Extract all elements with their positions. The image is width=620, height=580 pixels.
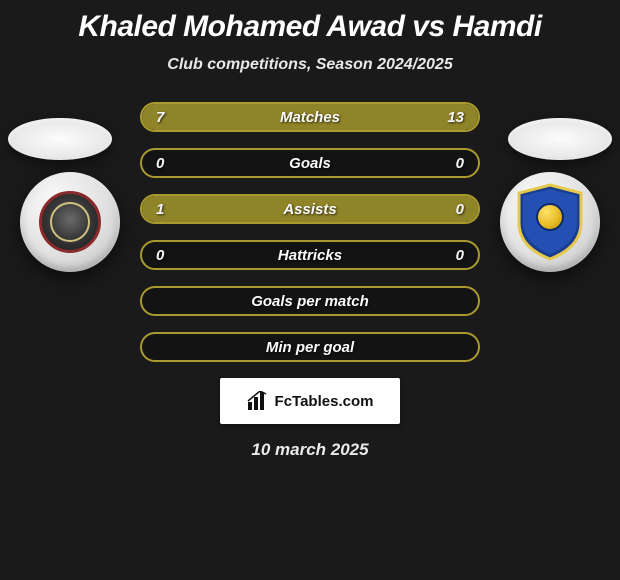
stat-value-right: 0	[456, 242, 464, 268]
brand-text: FcTables.com	[275, 393, 374, 410]
stat-bar-label: Goals per match	[142, 288, 478, 314]
bar-chart-icon	[247, 391, 269, 411]
stat-bar-label: Assists	[142, 196, 478, 222]
stat-bar-label: Min per goal	[142, 334, 478, 360]
stat-bar-row: Goals per match	[140, 286, 480, 316]
stat-value-right: 13	[447, 104, 464, 130]
stat-bar-row: Assists1 0	[140, 194, 480, 224]
stat-value-right: 0	[456, 196, 464, 222]
brand-watermark: FcTables.com	[220, 378, 400, 424]
stat-value-left: 1	[156, 196, 164, 222]
stat-bar-row: Goals0 0	[140, 148, 480, 178]
stat-bar-label: Matches	[142, 104, 478, 130]
stat-value-left: 0	[156, 150, 164, 176]
stat-bar-label: Goals	[142, 150, 478, 176]
stat-bar-row: Min per goal	[140, 332, 480, 362]
snapshot-date: 10 march 2025	[0, 440, 620, 460]
comparison-title: Khaled Mohamed Awad vs Hamdi	[0, 0, 620, 44]
stat-value-left: 7	[156, 104, 164, 130]
stat-bar-label: Hattricks	[142, 242, 478, 268]
stats-bar-group: Matches713Goals00Assists10Hattricks00Goa…	[140, 102, 480, 362]
stat-value-right: 0	[456, 150, 464, 176]
stat-value-left: 0	[156, 242, 164, 268]
comparison-subtitle: Club competitions, Season 2024/2025	[0, 56, 620, 74]
stat-bar-row: Hattricks0 0	[140, 240, 480, 270]
stat-bar-row: Matches7 13	[140, 102, 480, 132]
